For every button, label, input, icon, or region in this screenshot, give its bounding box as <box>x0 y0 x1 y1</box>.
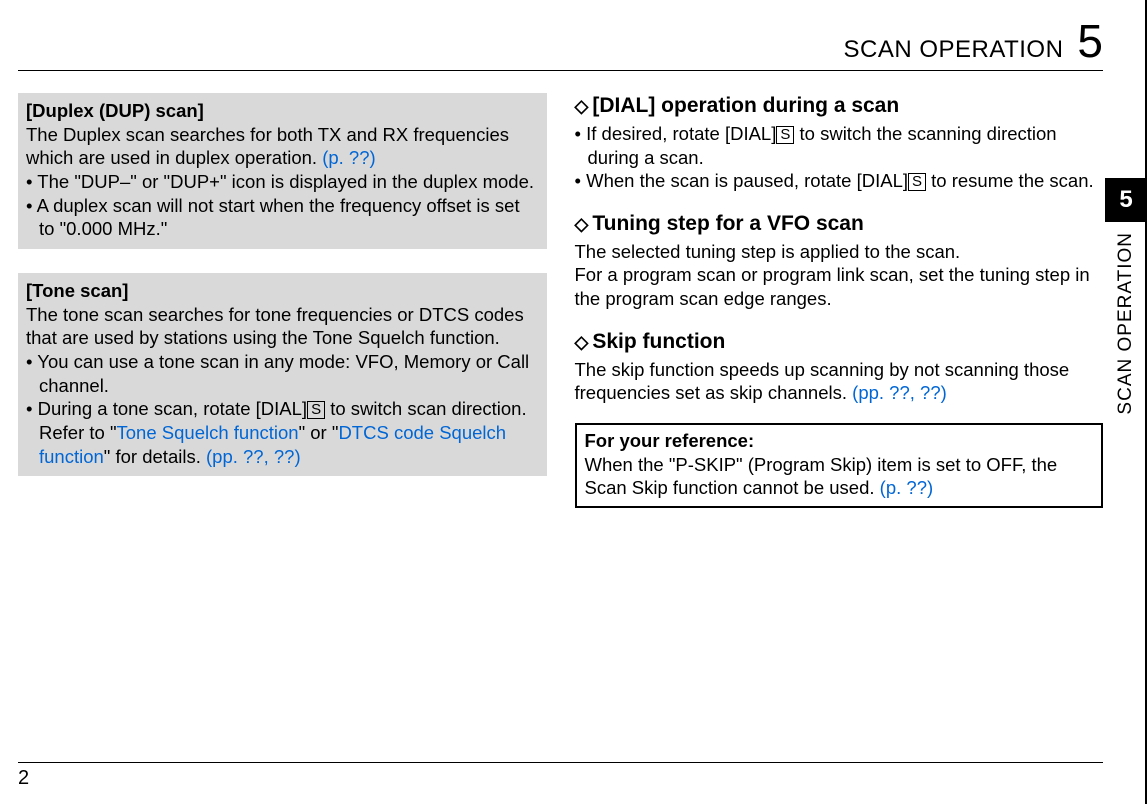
tone-pp-link[interactable]: (pp. ??, ??) <box>206 446 301 467</box>
dial-operation-section: ◇[DIAL] operation during a scan If desir… <box>575 93 1104 193</box>
dial-key-s: S <box>908 173 926 191</box>
tuning-p2: For a program scan or program link scan,… <box>575 263 1104 310</box>
tone-box-title: [Tone scan] <box>26 279 539 303</box>
dial-key-s: S <box>776 126 794 144</box>
skip-pp-link[interactable]: (pp. ??, ??) <box>852 382 947 403</box>
dial-section-title: ◇[DIAL] operation during a scan <box>575 93 1104 120</box>
duplex-bullet-2: A duplex scan will not start when the fr… <box>26 194 539 241</box>
tone-bullet-1: You can use a tone scan in any mode: VFO… <box>26 350 539 397</box>
page: SCAN OPERATION 5 [Duplex (DUP) scan] The… <box>0 0 1147 804</box>
duplex-intro-text: The Duplex scan searches for both TX and… <box>26 124 509 169</box>
skip-body: The skip function speeds up scanning by … <box>575 358 1104 405</box>
dial-bullets: If desired, rotate [DIAL]S to switch the… <box>575 122 1104 193</box>
reference-box: For your reference: When the "P-SKIP" (P… <box>575 423 1104 508</box>
side-tab-text: SCAN OPERATION <box>1115 232 1137 415</box>
reference-title: For your reference: <box>585 429 1094 453</box>
right-column: ◇[DIAL] operation during a scan If desir… <box>575 93 1104 508</box>
duplex-bullets: The "DUP–" or "DUP+" icon is displayed i… <box>26 170 539 241</box>
reference-body: When the "P-SKIP" (Program Skip) item is… <box>585 453 1094 500</box>
left-column: [Duplex (DUP) scan] The Duplex scan sear… <box>18 93 547 508</box>
duplex-intro: The Duplex scan searches for both TX and… <box>26 123 539 170</box>
dial-bullet-2: When the scan is paused, rotate [DIAL]S … <box>575 169 1104 193</box>
tone-squelch-link[interactable]: Tone Squelch function <box>117 422 299 443</box>
skip-section-title: ◇Skip function <box>575 329 1104 356</box>
side-tab: 5 SCAN OPERATION <box>1105 178 1147 415</box>
page-footer: 2 <box>18 762 1103 790</box>
duplex-scan-box: [Duplex (DUP) scan] The Duplex scan sear… <box>18 93 547 249</box>
tone-bullet-2: During a tone scan, rotate [DIAL]S to sw… <box>26 397 539 468</box>
tone-scan-box: [Tone scan] The tone scan searches for t… <box>18 273 547 476</box>
dial-bullet-1: If desired, rotate [DIAL]S to switch the… <box>575 122 1104 169</box>
header-chapter-number: 5 <box>1077 18 1103 64</box>
duplex-intro-link[interactable]: (p. ??) <box>322 147 375 168</box>
diamond-icon: ◇ <box>575 332 589 352</box>
tuning-step-section: ◇Tuning step for a VFO scan The selected… <box>575 211 1104 311</box>
tone-bullets: You can use a tone scan in any mode: VFO… <box>26 350 539 468</box>
page-header: SCAN OPERATION 5 <box>18 18 1103 71</box>
tone-refer: Refer to "Tone Squelch function" or "DTC… <box>39 421 539 468</box>
diamond-icon: ◇ <box>575 214 589 234</box>
skip-function-section: ◇Skip function The skip function speeds … <box>575 329 1104 405</box>
content-columns: [Duplex (DUP) scan] The Duplex scan sear… <box>18 93 1103 508</box>
diamond-icon: ◇ <box>575 96 589 116</box>
duplex-box-title: [Duplex (DUP) scan] <box>26 99 539 123</box>
side-tab-number: 5 <box>1105 178 1147 222</box>
reference-link[interactable]: (p. ??) <box>880 477 933 498</box>
tone-intro: The tone scan searches for tone frequenc… <box>26 303 539 350</box>
page-number: 2 <box>18 767 29 789</box>
dial-key-s: S <box>307 401 325 419</box>
tuning-p1: The selected tuning step is applied to t… <box>575 240 1104 264</box>
header-title: SCAN OPERATION <box>843 36 1063 64</box>
tuning-section-title: ◇Tuning step for a VFO scan <box>575 211 1104 238</box>
duplex-bullet-1: The "DUP–" or "DUP+" icon is displayed i… <box>26 170 539 194</box>
